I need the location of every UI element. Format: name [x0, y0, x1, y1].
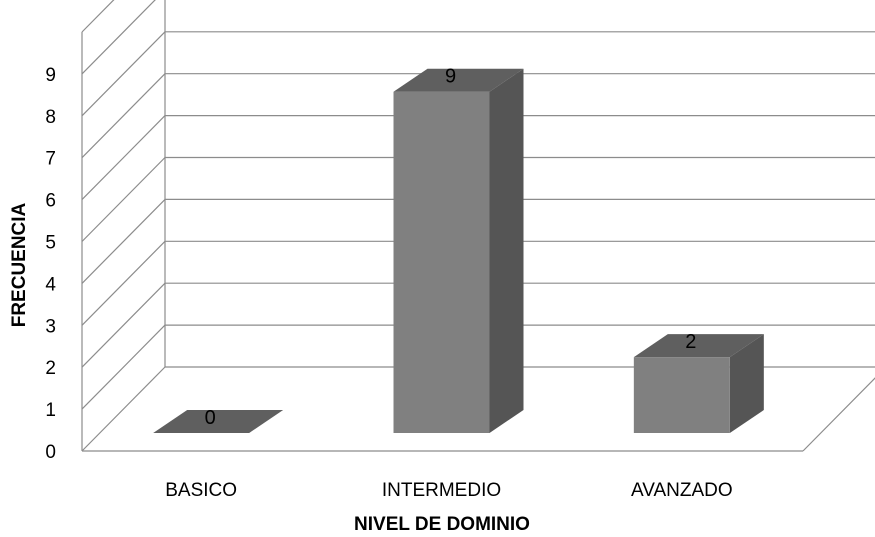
gridlines	[81, 0, 875, 452]
bar-intermedio	[393, 68, 524, 434]
x-category-labels: BASICO INTERMEDIO AVANZADO	[165, 480, 732, 501]
x-axis-title: NIVEL DE DOMINIO	[354, 514, 530, 535]
data-labels: 0 9 2	[205, 66, 697, 429]
gridline-side	[81, 240, 166, 326]
gridline-side	[81, 73, 166, 159]
gridline-side	[81, 324, 166, 410]
y-tick-label: 8	[45, 107, 56, 128]
data-label: 0	[205, 407, 216, 429]
floor-right-edge	[802, 377, 875, 452]
bar-top	[633, 334, 764, 358]
y-tick-label: 9	[45, 65, 56, 86]
y-tick-labels: 0 1 2 3 4 5 6 7 8 9	[45, 65, 56, 463]
gridline-side	[81, 0, 115, 33]
bar-front	[393, 91, 490, 434]
x-category-label: AVANZADO	[631, 480, 733, 501]
bar-front	[633, 357, 730, 433]
y-tick-label: 0	[45, 442, 56, 463]
bar-top	[153, 410, 284, 433]
bar-avanzado	[633, 334, 764, 433]
bar-side	[489, 68, 524, 434]
bar-side	[729, 334, 764, 433]
x-category-label: BASICO	[165, 480, 237, 501]
data-label: 2	[685, 331, 696, 353]
chart-walls	[81, 0, 875, 452]
gridline-side	[81, 0, 156, 75]
y-tick-label: 2	[45, 358, 56, 379]
bar-basico	[153, 410, 284, 433]
y-tick-label: 6	[45, 191, 56, 212]
y-tick-label: 1	[45, 400, 56, 421]
gridline-side	[81, 282, 166, 368]
data-label: 9	[445, 66, 456, 88]
gridline-side	[81, 366, 166, 452]
x-category-label: INTERMEDIO	[382, 480, 501, 501]
y-axis-title: FRECUENCIA	[9, 202, 30, 327]
y-tick-label: 4	[45, 274, 56, 295]
gridline-side	[81, 115, 166, 201]
y-tick-label: 5	[45, 233, 56, 254]
gridline-side	[81, 157, 166, 242]
gridline-side	[81, 31, 166, 117]
gridline-side	[81, 198, 166, 284]
bars	[153, 68, 764, 434]
y-tick-label: 3	[45, 316, 56, 337]
y-tick-label: 7	[45, 149, 56, 170]
bar-top	[393, 68, 524, 92]
